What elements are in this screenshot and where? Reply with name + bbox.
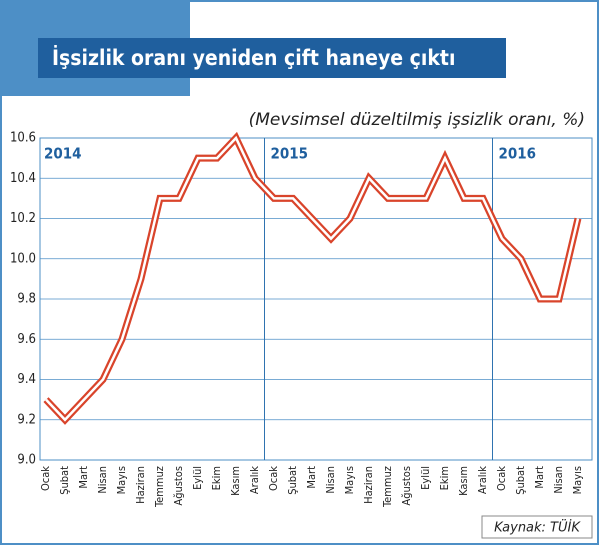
y-tick-label: 10.2	[10, 211, 36, 226]
x-tick-label: Mayıs	[115, 466, 128, 494]
series-line	[45, 135, 580, 422]
y-tick-label: 9.6	[17, 332, 36, 347]
y-tick-label: 10.6	[10, 131, 36, 146]
x-tick-label: Eylül	[419, 466, 432, 490]
source: Kaynak: TÜİK	[494, 519, 581, 536]
x-tick-label: Şubat	[58, 466, 71, 495]
source-box	[481, 515, 593, 539]
year-label: 2015	[271, 145, 309, 163]
x-tick-label: Mart	[77, 466, 90, 489]
x-tick-label: Aralık	[248, 466, 261, 494]
x-tick-label: Eylül	[191, 466, 204, 490]
x-tick-label: Ocak	[267, 466, 280, 491]
x-tick-label: Mart	[533, 466, 546, 489]
x-tick-label: Nisan	[324, 466, 337, 494]
y-tick-label: 10.4	[10, 171, 36, 186]
x-tick-label: Mayıs	[343, 466, 356, 494]
y-tick-label: 9.2	[17, 412, 36, 427]
x-tick-label: Ocak	[39, 466, 52, 491]
x-tick-label: Temmuz	[153, 466, 166, 508]
chart-subtitle: (Mevsimsel düzeltilmiş işsizlik oranı, %…	[249, 110, 585, 130]
x-tick-label: Şubat	[514, 466, 527, 495]
title-box	[38, 38, 506, 78]
x-tick-label: Aralık	[476, 466, 489, 494]
x-tick-label: Nisan	[552, 466, 565, 494]
y-tick-label: 9.0	[17, 453, 36, 468]
x-tick-label: Haziran	[134, 466, 147, 504]
x-tick-label: Ağustos	[400, 466, 413, 506]
year-label: 2016	[499, 145, 537, 163]
y-tick-label: 9.4	[17, 372, 36, 387]
x-tick-label: Ekim	[438, 466, 451, 490]
x-tick-label: Haziran	[362, 466, 375, 504]
y-tick-label: 9.8	[17, 292, 36, 307]
x-tick-label: Ağustos	[172, 466, 185, 506]
y-tick-label: 10.0	[10, 251, 36, 266]
x-tick-label: Kasım	[457, 466, 470, 496]
x-tick-label: Mayıs	[571, 466, 584, 494]
chart-title: İşsizlik oranı yeniden çift haneye çıktı	[52, 45, 455, 70]
year-label: 2014	[44, 145, 82, 163]
x-tick-label: Temmuz	[381, 466, 394, 508]
x-tick-label: Şubat	[286, 466, 299, 495]
x-tick-label: Kasım	[229, 466, 242, 496]
x-tick-label: Ocak	[495, 466, 508, 491]
x-tick-label: Nisan	[96, 466, 109, 494]
x-tick-label: Ekim	[210, 466, 223, 490]
x-tick-label: Mart	[305, 466, 318, 489]
